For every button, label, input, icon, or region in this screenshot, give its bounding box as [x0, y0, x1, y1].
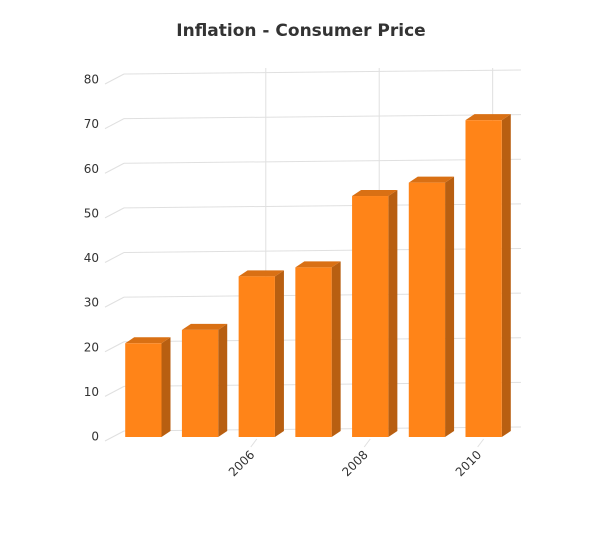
bar-top [181, 323, 228, 330]
y-tick-label: 80 [84, 73, 99, 87]
bar [181, 329, 219, 437]
bar-top [295, 261, 341, 268]
y-tick-label: 0 [91, 430, 99, 444]
bar-side [331, 261, 341, 437]
bar [125, 343, 162, 437]
grid-line [123, 248, 522, 253]
bar-side [161, 337, 171, 437]
bar [295, 267, 332, 437]
bar [465, 120, 502, 437]
bar-top [125, 337, 171, 344]
grid-line [123, 203, 522, 209]
y-tick-label: 10 [84, 385, 99, 399]
y-tick-label: 50 [84, 206, 99, 220]
chart-title: Inflation - Consumer Price [176, 21, 425, 41]
y-tick-label: 20 [84, 340, 99, 354]
grid-line [104, 118, 125, 130]
y-tick-label: 70 [84, 117, 99, 131]
x-tick [250, 438, 258, 448]
x-tick [363, 438, 371, 448]
y-tick-label: 30 [84, 296, 99, 310]
grid-line [104, 430, 125, 442]
grid-line [104, 207, 125, 219]
bar [408, 182, 446, 437]
grid-line [123, 114, 522, 120]
bar-side [274, 270, 284, 437]
x-tick [477, 438, 485, 448]
grid-line [104, 162, 125, 174]
bar-top [408, 176, 455, 183]
bar-side [388, 190, 398, 437]
bar [352, 196, 389, 437]
bar-top [238, 270, 284, 277]
y-tick-label: 40 [84, 251, 99, 265]
bar [238, 276, 275, 437]
grid-line [123, 158, 522, 164]
x-tick-label: 2006 [226, 448, 257, 479]
grid-line [104, 341, 125, 353]
x-tick-label: 2010 [453, 448, 484, 479]
bar-side [445, 176, 455, 437]
grid-line [104, 296, 125, 308]
y-tick-label: 60 [84, 162, 99, 176]
grid-line [104, 385, 125, 397]
bar-top [352, 190, 398, 197]
x-tick-label: 2008 [339, 448, 370, 479]
bar-side [218, 323, 228, 437]
grid-line [104, 73, 125, 85]
grid-line [104, 252, 125, 263]
bar-top [465, 114, 511, 121]
grid-line [123, 69, 522, 75]
bar-side [501, 114, 511, 437]
